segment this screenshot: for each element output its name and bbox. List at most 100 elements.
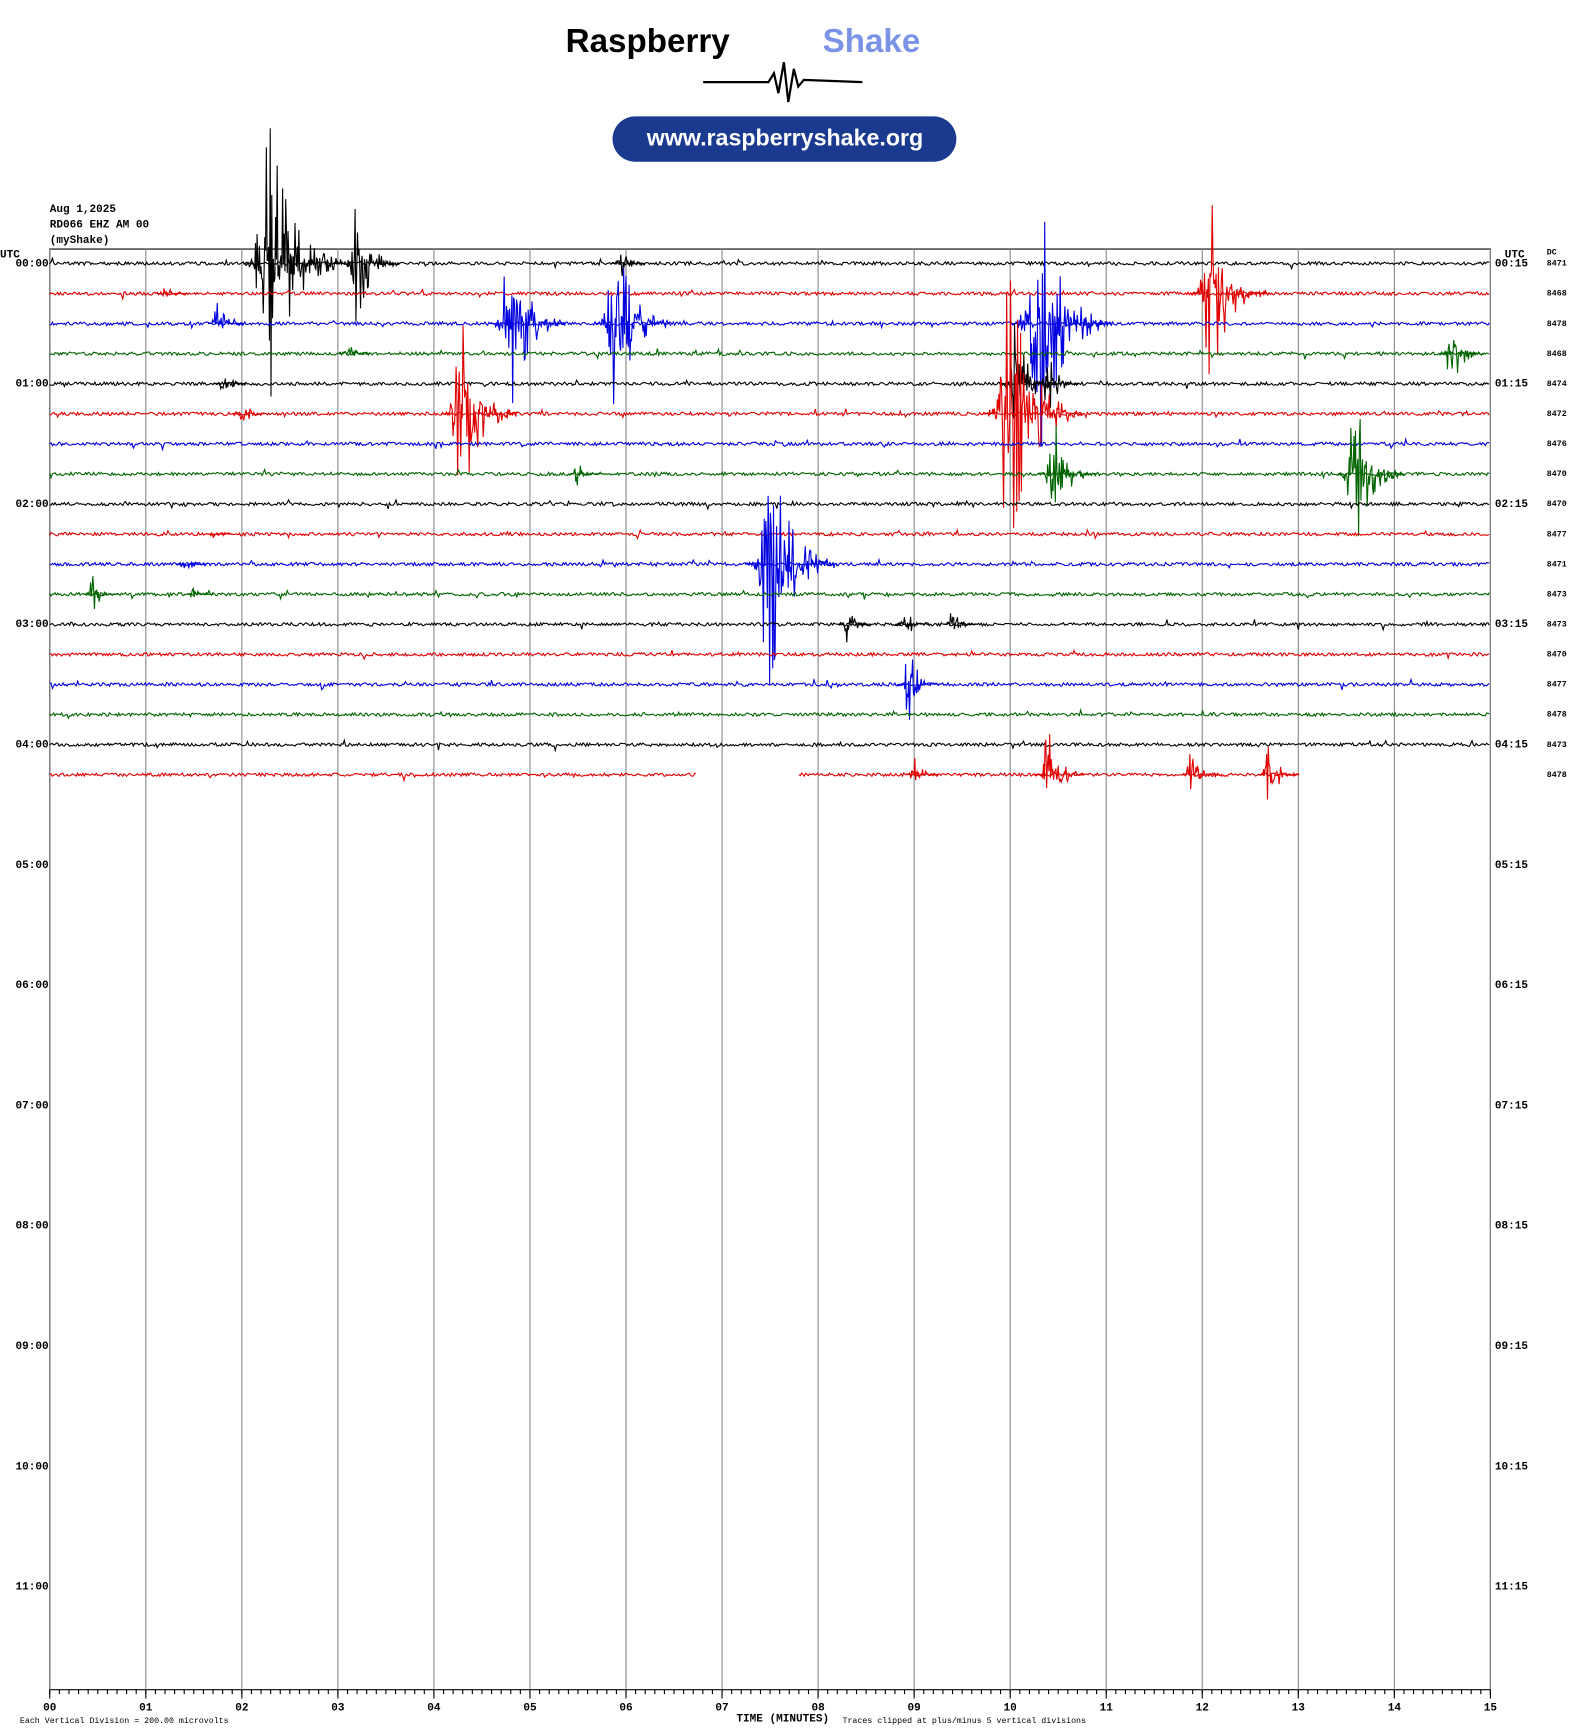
- dc-value: 8473: [1547, 620, 1567, 629]
- hour-label-left: 08:00: [15, 1221, 48, 1233]
- hour-label-left: 10:00: [15, 1461, 48, 1473]
- plot-frame: [49, 248, 1491, 1691]
- source: (myShake): [50, 235, 110, 247]
- seismic-event: [904, 758, 940, 781]
- trace: [49, 467, 1490, 480]
- right-axis-label: UTC: [1505, 250, 1525, 262]
- x-tick-label: 07: [715, 1702, 728, 1714]
- hour-label-right: 08:15: [1495, 1221, 1529, 1233]
- seismic-event: [897, 659, 942, 720]
- seismic-event: [999, 323, 1058, 419]
- date: Aug 1,2025: [50, 204, 117, 216]
- seismic-event: [1181, 753, 1223, 790]
- seismic-event: [1011, 221, 1113, 447]
- x-tick-label: 08: [811, 1702, 825, 1714]
- hour-label-right: 07:15: [1495, 1100, 1529, 1112]
- trace: [49, 527, 1490, 541]
- trace: [49, 347, 1490, 361]
- x-tick-label: 00: [43, 1702, 56, 1714]
- seismic-event: [982, 280, 1084, 529]
- seismic-event: [744, 495, 838, 685]
- hour-label-right: 11:15: [1495, 1582, 1529, 1594]
- seismic-event: [595, 267, 672, 405]
- x-tick-label: 01: [139, 1702, 153, 1714]
- dc-value: 8478: [1547, 771, 1567, 780]
- hour-label-right: 10:15: [1495, 1461, 1529, 1473]
- logo: Raspberry Shake www.raspberryshake.org: [566, 23, 957, 162]
- hour-label-right: 05:15: [1495, 860, 1529, 872]
- dc-label: DC: [1547, 249, 1557, 258]
- trace: [49, 256, 1490, 271]
- hour-label-left: 02:00: [15, 499, 48, 511]
- hour-label-right: 03:15: [1495, 619, 1529, 631]
- hour-label-left: 00:00: [15, 258, 48, 270]
- seismic-event: [943, 613, 977, 630]
- trace: [49, 407, 1490, 420]
- hour-label-right: 09:15: [1495, 1341, 1529, 1353]
- seismic-event: [895, 616, 930, 632]
- hour-label-left: 06:00: [15, 980, 48, 992]
- hour-label-left: 11:00: [15, 1582, 48, 1594]
- hour-label-right: 02:15: [1495, 499, 1529, 511]
- seismic-event: [441, 325, 518, 476]
- trace: [49, 707, 1490, 720]
- seismic-event: [186, 587, 214, 599]
- hour-label-left: 03:00: [15, 619, 48, 631]
- dc-value: 8476: [1547, 440, 1567, 449]
- x-tick-label: 06: [619, 1702, 633, 1714]
- trace: [49, 588, 1490, 601]
- url-pill: [612, 116, 957, 162]
- x-tick-label: 02: [235, 1702, 248, 1714]
- x-tick-label: 03: [331, 1702, 345, 1714]
- dc-value: 8473: [1547, 590, 1567, 599]
- seismic-event: [338, 347, 371, 357]
- x-tick-label: 10: [1004, 1702, 1017, 1714]
- dc-value: 8468: [1547, 350, 1567, 359]
- seismic-event: [490, 276, 566, 404]
- url: www.raspberryshake.org: [646, 125, 923, 151]
- station: RD066 EHZ AM 00: [50, 220, 149, 232]
- dc-value: 8468: [1547, 290, 1567, 299]
- trace: [49, 677, 1490, 691]
- hour-label-left: 04:00: [15, 740, 48, 752]
- seismic-event: [213, 378, 247, 391]
- seismic-event: [569, 465, 601, 486]
- seismic-event: [243, 128, 344, 397]
- x-tick-label: 14: [1388, 1702, 1402, 1714]
- dc-value: 8472: [1547, 410, 1567, 419]
- x-tick-label: 15: [1484, 1702, 1498, 1714]
- seismic-event: [207, 302, 244, 329]
- dc-value: 8470: [1547, 470, 1567, 479]
- seismic-event: [1034, 734, 1085, 788]
- seismic-event: [837, 615, 872, 643]
- dc-value: 8477: [1547, 530, 1567, 539]
- logo-wave: [703, 62, 863, 103]
- left-axis-label: UTC: [0, 250, 20, 262]
- seismic-event: [232, 408, 266, 421]
- trace: [49, 619, 1490, 632]
- trace: [49, 498, 1490, 511]
- trace: [49, 738, 1490, 753]
- hour-label-right: 00:15: [1495, 258, 1529, 270]
- dc-value: 8477: [1547, 681, 1567, 690]
- x-tick-label: 09: [908, 1702, 921, 1714]
- trace: [49, 649, 1490, 661]
- dc-value: 8474: [1547, 380, 1567, 389]
- seismic-event: [1439, 339, 1484, 374]
- x-tick-label: 04: [427, 1702, 441, 1714]
- seismic-event: [1191, 205, 1267, 375]
- hour-label-left: 01:00: [15, 379, 48, 391]
- dc-value: 8470: [1547, 500, 1567, 509]
- trace: [49, 317, 1490, 330]
- hour-label-left: 07:00: [15, 1100, 48, 1112]
- hour-label-right: 04:15: [1495, 740, 1529, 752]
- hour-label-left: 09:00: [15, 1341, 48, 1353]
- hour-label-left: 05:00: [15, 860, 48, 872]
- seismic-event: [1037, 426, 1096, 503]
- trace: [49, 378, 1490, 389]
- dc-value: 8471: [1547, 260, 1567, 269]
- seismic-event: [83, 576, 118, 609]
- dc-value: 8470: [1547, 651, 1567, 660]
- dc-value: 8478: [1547, 320, 1567, 329]
- trace: [49, 771, 696, 783]
